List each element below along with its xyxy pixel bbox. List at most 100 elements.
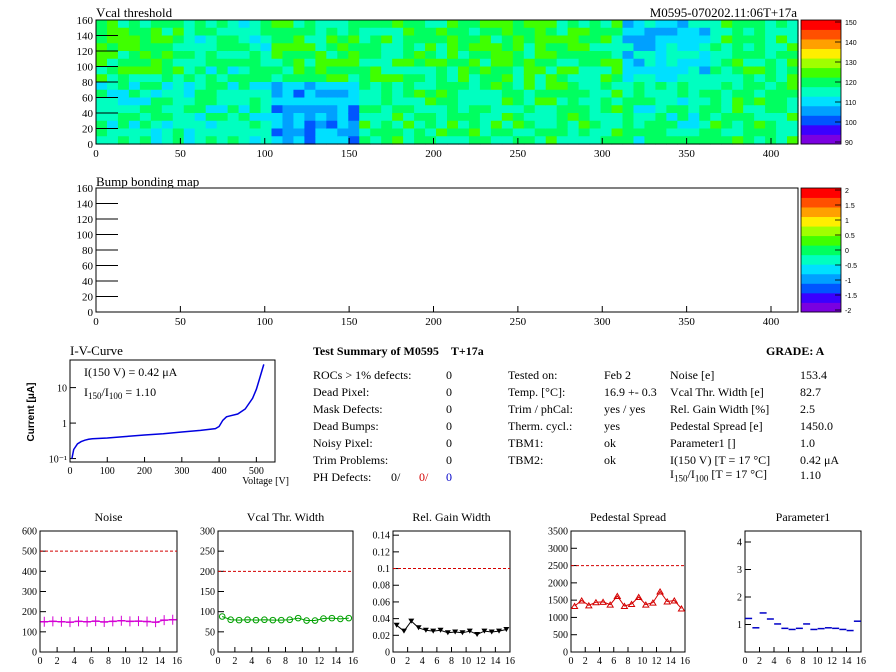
vcal-cell [117, 20, 130, 29]
vcal-cell [392, 51, 404, 60]
y-tick-label: 0 [88, 139, 94, 151]
vcal-cell [403, 51, 415, 60]
vcal-cell [238, 89, 251, 99]
vcal-cell [293, 82, 306, 91]
vcal-cell [425, 136, 437, 145]
vcal-cell [304, 136, 316, 145]
vcal-cell [106, 128, 119, 137]
vcal-cell [622, 74, 635, 83]
vcal-cell [403, 113, 415, 122]
iv-frame [69, 359, 276, 463]
vcal-cell [139, 74, 152, 83]
vcal-cell [260, 120, 273, 130]
condition-value: yes [604, 419, 620, 433]
vcal-cell [457, 136, 470, 145]
x-tick-label: 0 [93, 316, 99, 328]
vcal-cell [611, 128, 624, 137]
vcal-cell [710, 58, 722, 68]
vcal-cell [754, 20, 766, 29]
vcal-cell [403, 27, 415, 37]
vcal-cell [293, 51, 306, 60]
vcal-cell [534, 58, 547, 68]
vcal-cell [227, 74, 240, 83]
vcal-cell [512, 66, 525, 75]
vcal-cell [172, 74, 185, 83]
vcal-cell [205, 82, 218, 91]
vcal-cell [260, 51, 273, 60]
vcal-cell [370, 128, 382, 137]
vcal-cell [447, 113, 459, 122]
vcal-cell [425, 74, 437, 83]
vcal-cell [150, 113, 163, 122]
vcal-cell [96, 82, 108, 91]
vcal-cell [414, 27, 426, 37]
vcal-cell [414, 20, 426, 29]
vcal-cell [523, 89, 536, 99]
vcal-cell [425, 58, 437, 68]
vcal-cell [216, 20, 229, 29]
vcal-cell [666, 35, 678, 44]
vcal-cell [743, 43, 755, 52]
vcal-cell [787, 58, 799, 68]
plot-x-tick-label: 4 [249, 656, 254, 667]
vcal-cell [512, 120, 525, 130]
vcal-cell [260, 20, 273, 29]
vcal-cell [743, 82, 755, 91]
vcal-cell [359, 74, 371, 83]
vcal-cell [414, 136, 426, 145]
vcal-cell [161, 136, 174, 145]
vcal-cell [315, 120, 327, 130]
vcal-cell [216, 51, 229, 60]
vcal-cell [414, 97, 426, 106]
vcal-cell [392, 120, 404, 130]
data-point [599, 598, 607, 605]
vcal-cell [633, 51, 646, 60]
vcal-cell [490, 105, 503, 114]
vcal-cell [381, 128, 393, 137]
vcal-cell [282, 58, 295, 68]
vcal-cell [545, 105, 558, 114]
vcal-cell [776, 105, 788, 114]
data-point [474, 631, 481, 637]
vcal-cell [721, 43, 733, 52]
vcal-cell [501, 128, 514, 137]
vcal-cell [578, 105, 591, 114]
vcal-cell [677, 113, 689, 122]
vcal-cell [644, 97, 657, 106]
vcal-cell [655, 58, 667, 68]
vcal-cell [765, 128, 777, 137]
vcal-cell [128, 20, 141, 29]
vcal-cell [249, 66, 262, 75]
vcal-cell [392, 136, 404, 145]
vcal-cell [501, 136, 514, 145]
vcal-cell [622, 136, 635, 145]
vcal-cell [447, 120, 459, 130]
vcal-cell [710, 136, 722, 145]
vcal-cell [633, 97, 646, 106]
vcal-cell [436, 128, 448, 137]
vcal-cell [161, 89, 174, 99]
vcal-cell [534, 120, 547, 130]
x-tick-label: 100 [257, 148, 274, 160]
vcal-cell [534, 82, 547, 91]
vcal-cell [194, 66, 207, 75]
vcal-cell [326, 128, 338, 137]
vcal-cell [776, 97, 788, 106]
vcal-cell [227, 35, 240, 44]
vcal-cell [688, 128, 700, 137]
vcal-cell [260, 136, 273, 145]
parameter-label: Rel. Gain Width [%] [670, 402, 770, 416]
vcal-cell [710, 51, 722, 60]
plot-y-tick-label: 0.06 [373, 597, 391, 608]
vcal-cell [677, 136, 689, 145]
data-point [320, 615, 327, 622]
vcal-cell [370, 51, 382, 60]
vcal-cell [633, 66, 646, 75]
defect-value: 0 [446, 385, 452, 399]
palette-label: 100 [845, 120, 857, 127]
vcal-cell [622, 66, 635, 75]
vcal-cell [381, 74, 393, 83]
iv-curve-panel: I-V-Curve 0 100 200 300 400 500 10⁻¹ 1 10 I(150 … [26, 343, 289, 487]
vcal-cell [611, 89, 624, 99]
vcal-cell [106, 113, 119, 122]
